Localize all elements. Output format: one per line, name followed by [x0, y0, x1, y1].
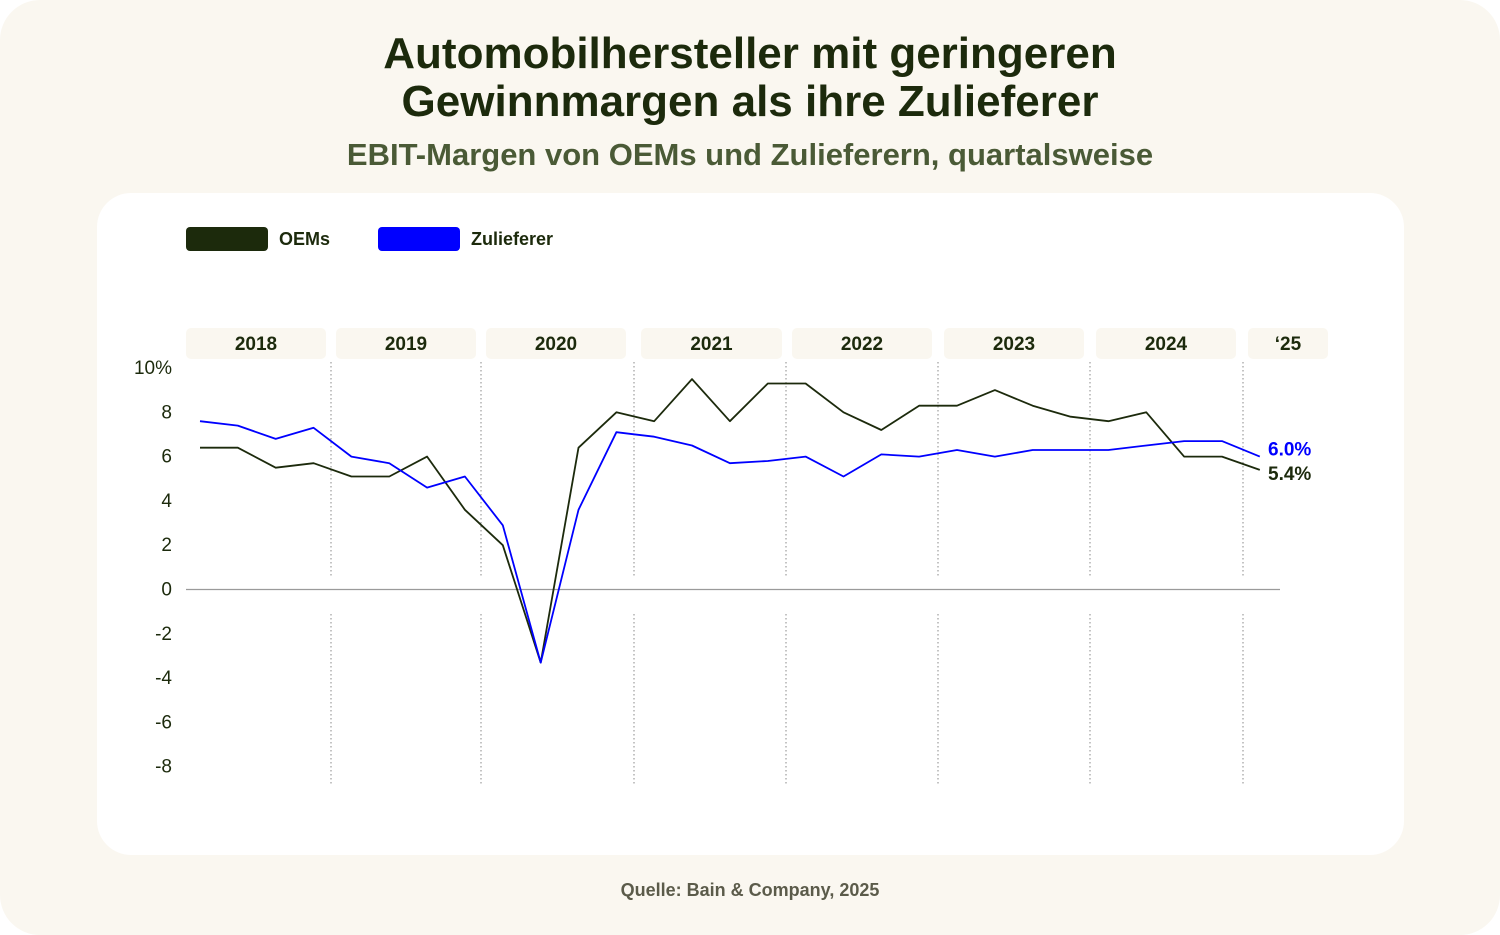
source-note: Quelle: Bain & Company, 2025 — [620, 880, 880, 900]
chart-subtitle: EBIT-Margen von OEMs und Zulieferern, qu… — [346, 137, 1154, 172]
y-tick-label: -8 — [155, 757, 172, 778]
legend-label: OEMs — [279, 229, 330, 249]
year-band-4 — [792, 328, 932, 359]
year-label: 2020 — [535, 334, 577, 355]
end-value-label: 6.0% — [1268, 440, 1311, 461]
y-tick-label: 6 — [161, 447, 172, 468]
y-tick-label: 2 — [161, 535, 172, 556]
year-band-6 — [1096, 328, 1236, 359]
year-band-0 — [186, 328, 326, 359]
chart-title-line1: Automobilhersteller mit geringeren — [383, 29, 1117, 78]
y-tick-label: 0 — [161, 580, 172, 601]
legend-swatch — [186, 227, 268, 251]
year-label: 2022 — [841, 334, 883, 355]
year-band-3 — [641, 328, 782, 359]
y-tick-label: -4 — [155, 668, 172, 689]
year-band-7 — [1248, 328, 1328, 359]
year-band-5 — [944, 328, 1084, 359]
series-line-oems — [200, 378, 1261, 664]
year-label: 2024 — [1145, 334, 1188, 355]
year-label: 2019 — [385, 334, 427, 355]
legend-swatch — [378, 227, 460, 251]
year-label: ‘25 — [1275, 334, 1302, 355]
end-value-label: 5.4% — [1268, 464, 1311, 485]
year-label: 2023 — [993, 334, 1035, 355]
y-tick-label: 10% — [134, 358, 172, 379]
y-tick-label: 8 — [161, 402, 172, 423]
y-tick-label: -2 — [155, 624, 172, 645]
year-band-1 — [336, 328, 476, 359]
chart-title: Automobilhersteller mit geringeren Gewin… — [0, 30, 1500, 126]
y-tick-label: 4 — [161, 491, 172, 512]
legend-label: Zulieferer — [471, 229, 553, 249]
year-label: 2018 — [235, 334, 277, 355]
series-line-zulieferer — [199, 420, 1261, 664]
chart-title-line2: Gewinnmargen als ihre Zulieferer — [401, 77, 1099, 126]
year-band-2 — [486, 328, 626, 359]
year-label: 2021 — [690, 334, 733, 355]
chart-card — [97, 193, 1404, 855]
y-tick-label: -6 — [155, 712, 172, 733]
